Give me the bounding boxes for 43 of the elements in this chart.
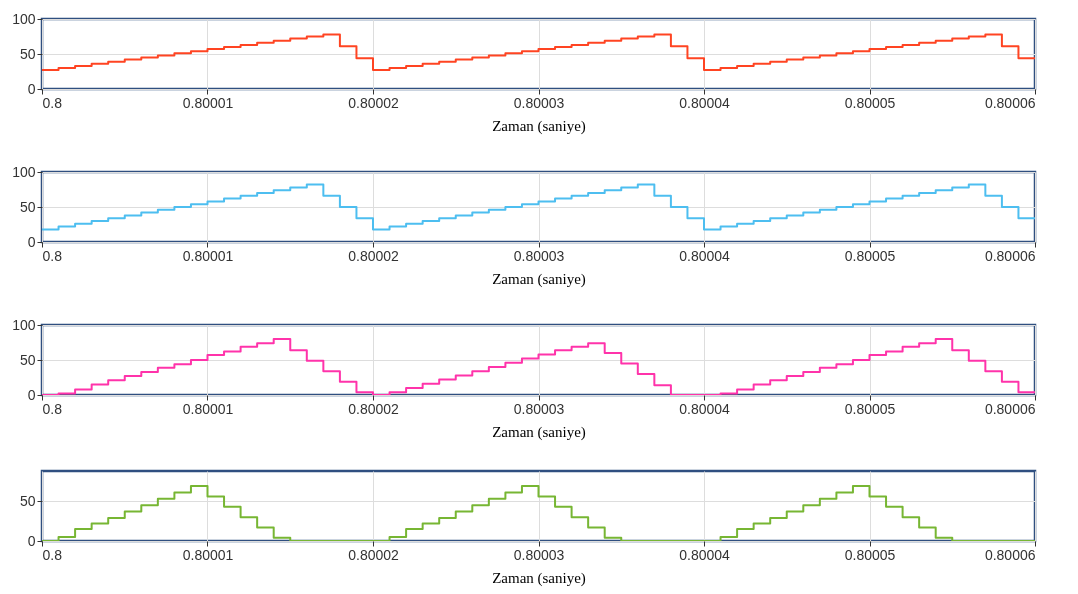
x-tick-label: 0.80006 xyxy=(984,400,1036,417)
x-tick-label: 0.8 xyxy=(42,546,63,563)
y-tick-label: 100 xyxy=(12,163,36,180)
x-tick-label: 0.80002 xyxy=(348,247,400,264)
x-tick-label: 0.80002 xyxy=(348,94,400,111)
y-tick-label: 50 xyxy=(19,351,36,368)
y-tick-label: 50 xyxy=(19,492,36,509)
y-tick-label: 0 xyxy=(27,233,36,250)
x-tick-label: 0.8 xyxy=(42,94,63,111)
x-tick-label: 0.80006 xyxy=(984,94,1036,111)
x-tick-label: 0.80006 xyxy=(984,546,1036,563)
x-tick-label: 0.80005 xyxy=(844,400,896,417)
x-tick-label: 0.80004 xyxy=(679,546,731,563)
x-tick-label: 0.80002 xyxy=(348,546,400,563)
x-axis-title: Zaman (saniye) xyxy=(492,569,586,587)
x-axis-title: Zaman (saniye) xyxy=(492,117,586,135)
x-tick-label: 0.80001 xyxy=(182,247,234,264)
y-tick-label: 100 xyxy=(12,10,36,27)
x-tick-label: 0.80004 xyxy=(679,247,731,264)
x-tick-label: 0.80003 xyxy=(513,400,565,417)
x-tick-label: 0.80005 xyxy=(844,94,896,111)
x-tick-label: 0.8 xyxy=(42,247,63,264)
x-tick-label: 0.80004 xyxy=(679,94,731,111)
x-tick-label: 0.80003 xyxy=(513,546,565,563)
x-tick-label: 0.80005 xyxy=(844,247,896,264)
x-tick-label: 0.80006 xyxy=(984,247,1036,264)
x-tick-label: 0.80001 xyxy=(182,400,234,417)
x-axis-title: Zaman (saniye) xyxy=(492,423,586,441)
x-tick-label: 0.80003 xyxy=(513,247,565,264)
y-tick-label: 50 xyxy=(19,45,36,62)
x-tick-label: 0.80003 xyxy=(513,94,565,111)
y-tick-label: 0 xyxy=(27,80,36,97)
y-tick-label: 0 xyxy=(27,532,36,549)
x-tick-label: 0.80005 xyxy=(844,546,896,563)
x-axis-title: Zaman (saniye) xyxy=(492,270,586,288)
x-tick-label: 0.8 xyxy=(42,400,63,417)
y-tick-label: 100 xyxy=(12,316,36,333)
x-tick-label: 0.80001 xyxy=(182,94,234,111)
x-tick-label: 0.80002 xyxy=(348,400,400,417)
x-tick-label: 0.80001 xyxy=(182,546,234,563)
x-tick-label: 0.80004 xyxy=(679,400,731,417)
y-tick-label: 50 xyxy=(19,198,36,215)
y-tick-label: 0 xyxy=(27,386,36,403)
